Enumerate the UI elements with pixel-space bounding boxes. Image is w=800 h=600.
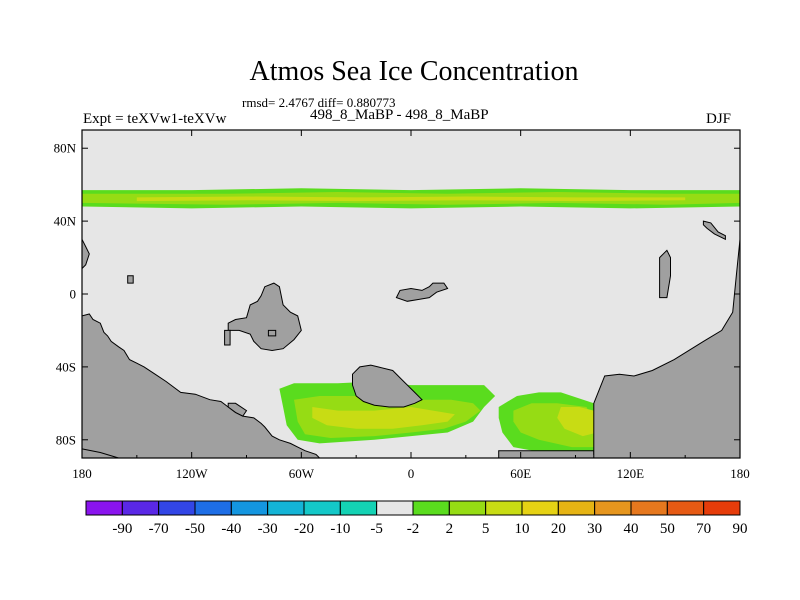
colorbar-label-4: -30 bbox=[258, 521, 278, 537]
colorbar-swatch-5 bbox=[267, 500, 305, 516]
colorbar-label-10: 5 bbox=[482, 521, 490, 537]
colorbar-swatch-9 bbox=[412, 500, 450, 516]
land-mass-0 bbox=[81, 313, 321, 459]
x-tick-label-2: 60W bbox=[289, 466, 315, 481]
ice-band-8 bbox=[557, 407, 598, 437]
map-plot-area bbox=[81, 130, 741, 459]
land-mass-10 bbox=[227, 402, 248, 417]
ice-band-2 bbox=[136, 196, 686, 202]
colorbar-label-2: -50 bbox=[185, 521, 205, 537]
stats-text: rmsd= 2.4767 diff= 0.880773 bbox=[242, 95, 396, 110]
colorbar-label-17: 90 bbox=[733, 521, 748, 537]
land-mass-9 bbox=[702, 220, 726, 241]
colorbar-label-14: 40 bbox=[624, 521, 639, 537]
land-mass-12 bbox=[224, 329, 231, 346]
x-tick-label-4: 60E bbox=[510, 466, 531, 481]
y-tick-label-4: 80S bbox=[56, 432, 76, 447]
colorbar-label-5: -20 bbox=[294, 521, 314, 537]
land-mass-5 bbox=[395, 282, 449, 302]
colorbar-label-0: -90 bbox=[112, 521, 132, 537]
y-tick-label-1: 40N bbox=[54, 214, 77, 229]
y-tick-label-3: 40S bbox=[56, 359, 76, 374]
colorbar-label-11: 10 bbox=[515, 521, 530, 537]
colorbar-label-3: -40 bbox=[221, 521, 241, 537]
colorbar-label-12: 20 bbox=[551, 521, 566, 537]
colorbar-swatch-7 bbox=[339, 500, 378, 516]
experiment-label: Expt = teXVw1-teXVw bbox=[83, 111, 227, 127]
colorbar-swatch-2 bbox=[158, 500, 196, 516]
colorbar-swatch-17 bbox=[703, 500, 741, 516]
land-mass-3 bbox=[352, 364, 423, 408]
colorbar: -90 -70 -50 -40 -30 -20 -10 -5 -2 2 5 10 20 30 40 50 70 9… bbox=[85, 500, 748, 537]
colorbar-swatch-8 bbox=[376, 500, 414, 516]
colorbar-swatch-4 bbox=[230, 500, 269, 516]
land-mass-4 bbox=[227, 282, 302, 352]
colorbar-swatch-16 bbox=[666, 500, 705, 516]
colorbar-label-15: 50 bbox=[660, 521, 675, 537]
map-axes: 180 120W 60W 0 60E 120E 180 80N 40N 0 40S 80S bbox=[54, 129, 750, 481]
x-tick-label-3: 0 bbox=[408, 466, 415, 481]
colorbar-label-9: 2 bbox=[446, 521, 454, 537]
x-tick-label-1: 120W bbox=[176, 466, 209, 481]
colorbar-swatch-12 bbox=[521, 500, 559, 516]
land-mass-7 bbox=[593, 239, 741, 459]
ice-band-5 bbox=[312, 407, 455, 429]
colorbar-label-8: -2 bbox=[407, 521, 420, 537]
colorbar-swatch-14 bbox=[594, 500, 632, 516]
land-mass-11 bbox=[127, 275, 134, 284]
chart-title: Atmos Sea Ice Concentration bbox=[249, 56, 579, 87]
x-tick-label-0: 180 bbox=[72, 466, 92, 481]
colorbar-label-13: 30 bbox=[587, 521, 602, 537]
season-label: DJF bbox=[706, 111, 732, 127]
land-mass-8 bbox=[659, 249, 671, 299]
colorbar-swatch-15 bbox=[630, 500, 668, 516]
land-mass-13 bbox=[267, 329, 277, 337]
colorbar-swatch-13 bbox=[557, 500, 596, 516]
colorbar-swatch-10 bbox=[448, 500, 487, 516]
colorbar-swatch-11 bbox=[485, 500, 523, 516]
x-tick-label-6: 180 bbox=[730, 466, 750, 481]
x-tick-label-5: 120E bbox=[617, 466, 645, 481]
colorbar-swatch-1 bbox=[121, 500, 160, 516]
colorbar-label-6: -10 bbox=[330, 521, 350, 537]
colorbar-label-1: -70 bbox=[149, 521, 169, 537]
colorbar-label-16: 70 bbox=[696, 521, 711, 537]
colorbar-swatch-3 bbox=[194, 500, 232, 516]
colorbar-swatch-6 bbox=[303, 500, 341, 516]
period-label: 498_8_MaBP - 498_8_MaBP bbox=[310, 107, 489, 123]
y-tick-label-0: 80N bbox=[54, 141, 77, 156]
colorbar-label-7: -5 bbox=[370, 521, 383, 537]
y-tick-label-2: 0 bbox=[70, 287, 77, 302]
colorbar-swatch-0 bbox=[85, 500, 123, 516]
